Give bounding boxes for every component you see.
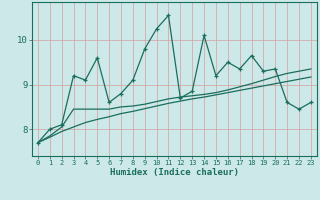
X-axis label: Humidex (Indice chaleur): Humidex (Indice chaleur)	[110, 168, 239, 177]
